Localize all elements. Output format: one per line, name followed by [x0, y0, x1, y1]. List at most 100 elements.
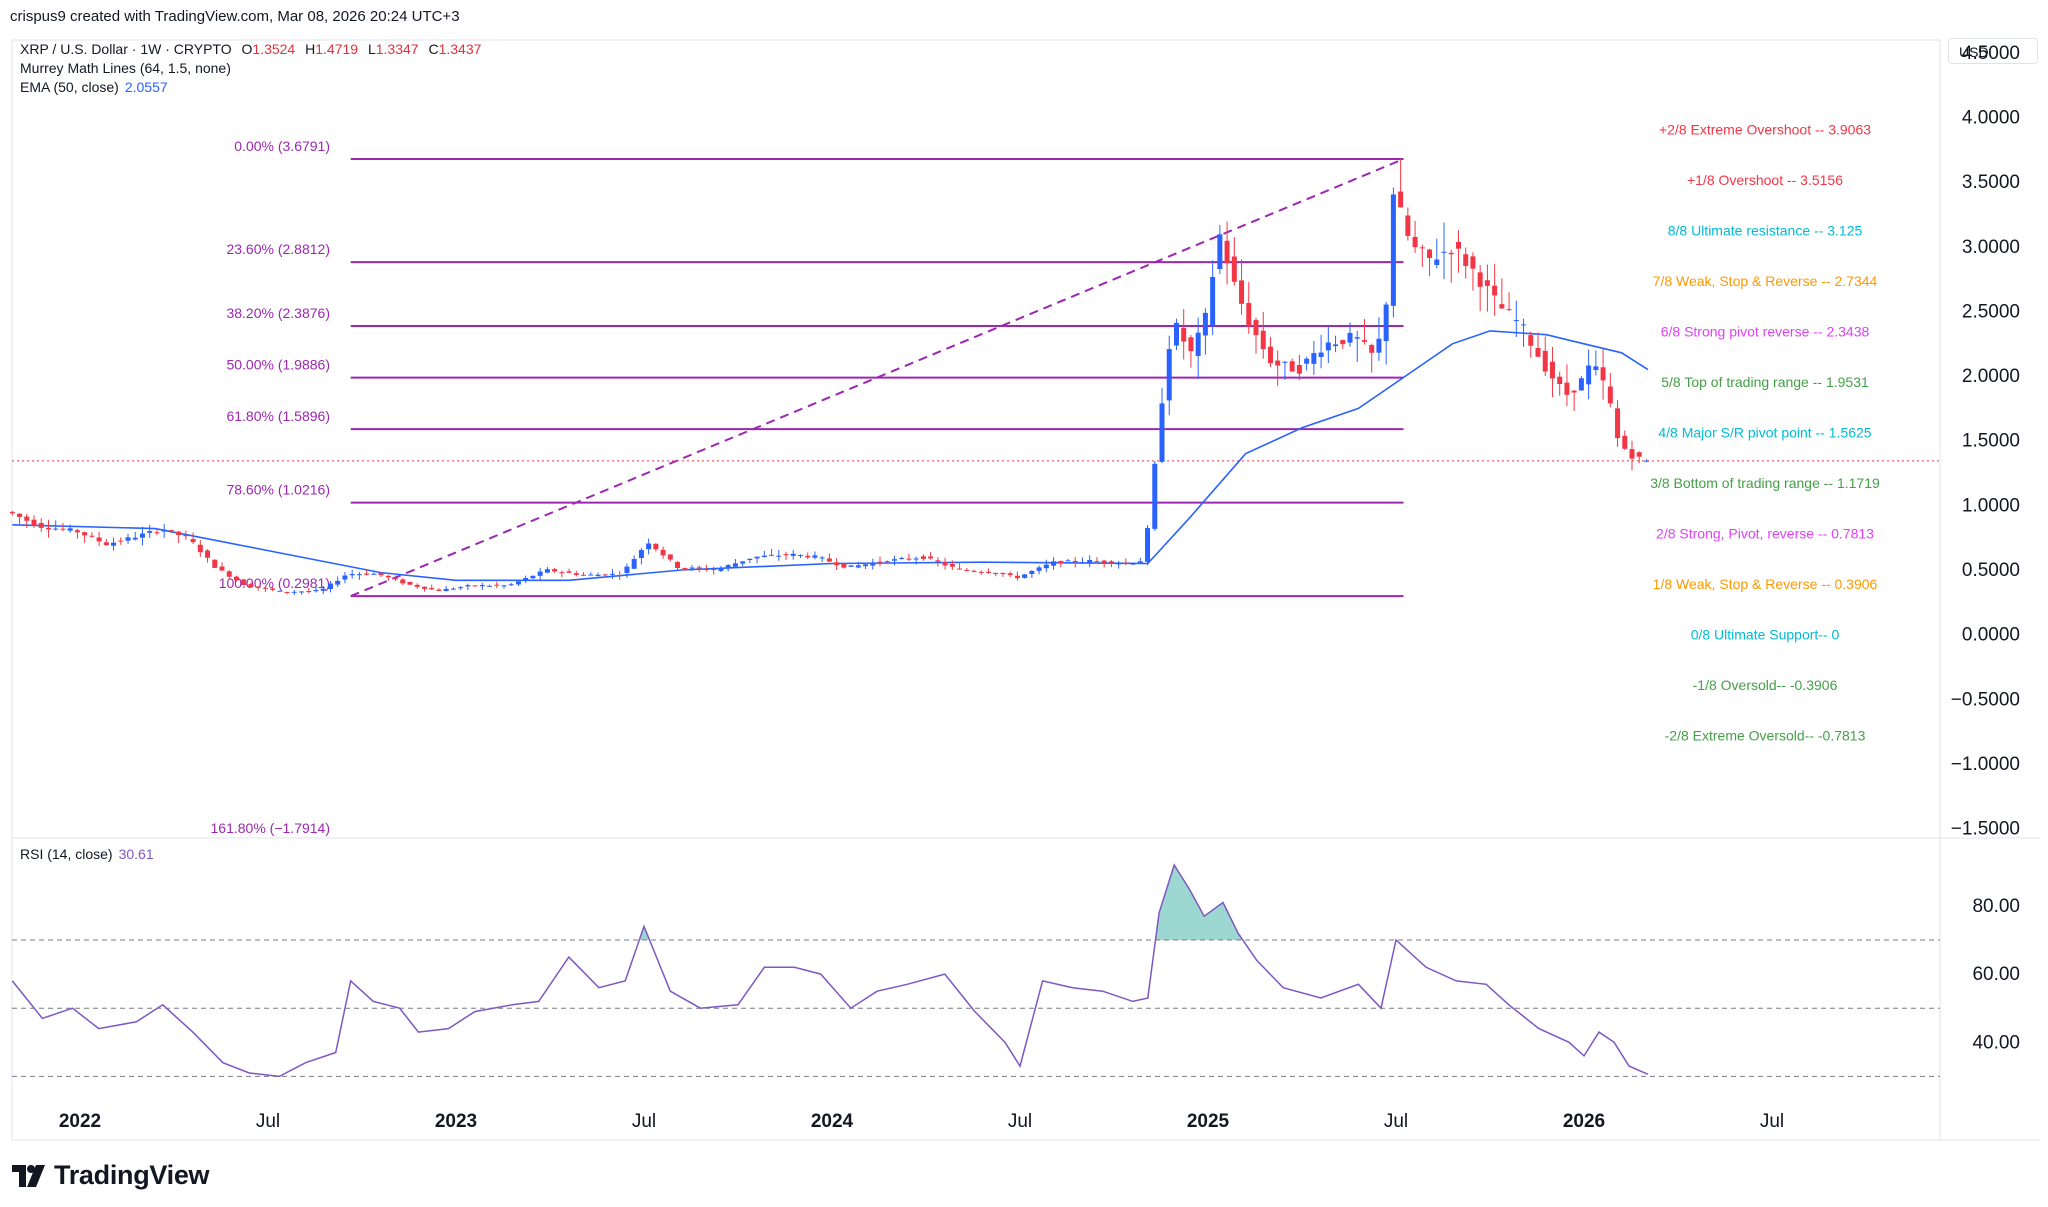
candle-up — [732, 563, 738, 567]
candle-down — [89, 535, 95, 537]
candle-up — [1065, 560, 1071, 562]
candle-down — [826, 558, 832, 562]
candle-down — [696, 567, 702, 569]
candle-down — [617, 574, 623, 576]
chart-legend: XRP / U.S. Dollar · 1W · CRYPTO O1.3524 … — [20, 40, 481, 97]
candle-down — [993, 573, 999, 575]
candle-up — [327, 583, 333, 590]
candle-down — [1369, 344, 1375, 353]
candle-up — [891, 559, 897, 561]
candle-up — [1318, 352, 1324, 357]
candle-up — [544, 569, 550, 573]
candle-down — [255, 586, 261, 588]
murrey-line-label: 4/8 Major S/R pivot point -- 1.5625 — [1658, 425, 1871, 441]
candle-up — [132, 537, 138, 540]
candle-down — [1072, 560, 1078, 563]
candle-down — [378, 572, 384, 576]
candle-down — [1636, 452, 1642, 457]
candle-up — [1051, 561, 1057, 566]
ema-indicator-row[interactable]: EMA (50, close) 2.0557 — [20, 78, 481, 97]
candle-down — [421, 586, 427, 589]
candle-down — [74, 530, 80, 533]
candle-up — [465, 585, 471, 587]
candle-down — [769, 554, 775, 556]
candle-down — [82, 532, 88, 536]
murrey-line-label: -1/8 Oversold-- -0.3906 — [1693, 677, 1838, 693]
murrey-line-label: 2/8 Strong, Pivot, reverse -- 0.7813 — [1656, 526, 1874, 542]
candle-up — [1311, 353, 1317, 364]
chart-canvas[interactable]: 4.5000 4.0000 3.5000 3.0000 2.5000 2.0000 1.50… — [0, 0, 2048, 1150]
price-tick-label: 4.0000 — [1962, 108, 2020, 129]
candle-up — [1087, 559, 1093, 563]
candle-up — [443, 588, 449, 592]
candle-up — [1434, 259, 1440, 265]
candle-down — [942, 562, 948, 566]
symbol-row[interactable]: XRP / U.S. Dollar · 1W · CRYPTO O1.3524 … — [20, 40, 481, 59]
candle-down — [1499, 304, 1505, 309]
price-tick-label: 2.0000 — [1962, 366, 2020, 387]
candle-up — [870, 562, 876, 566]
candle-down — [581, 574, 587, 576]
candle-down — [226, 571, 232, 577]
candle-up — [523, 577, 529, 581]
candle-down — [1181, 327, 1187, 342]
murrey-line-label: 0/8 Ultimate Support-- 0 — [1691, 627, 1840, 643]
chart-credit: crispus9 created with TradingView.com, M… — [10, 8, 460, 25]
candle-up — [1354, 337, 1360, 339]
candle-down — [248, 584, 254, 588]
candle-down — [1564, 382, 1570, 395]
candle-down — [1455, 241, 1461, 249]
symbol-name[interactable]: XRP / U.S. Dollar · 1W · CRYPTO — [20, 41, 232, 57]
murrey-line-label: +1/8 Overshoot -- 3.5156 — [1687, 172, 1843, 188]
candle-up — [609, 573, 615, 575]
ema-value: 2.0557 — [124, 79, 168, 95]
candle-up — [1079, 562, 1085, 564]
candle-down — [1123, 562, 1129, 564]
candle-down — [1557, 376, 1563, 385]
candle-down — [262, 587, 268, 589]
candle-up — [776, 555, 782, 557]
brand[interactable]: TradingView — [12, 1160, 210, 1191]
candle-up — [913, 558, 919, 560]
candle-up — [450, 588, 456, 590]
candle-up — [1325, 342, 1331, 351]
candle-down — [1398, 191, 1404, 208]
fib-level-label: 100.00% (0.2981) — [219, 575, 330, 591]
candle-up — [1137, 561, 1143, 563]
time-tick-label: Jul — [256, 1111, 280, 1132]
candle-down — [1419, 247, 1425, 249]
candle-down — [1000, 572, 1006, 575]
time-tick-label: 2023 — [435, 1111, 477, 1132]
candle-up — [848, 565, 854, 567]
candle-down — [602, 574, 608, 576]
murrey-indicator-label[interactable]: Murrey Math Lines (64, 1.5, none) — [20, 60, 231, 76]
candle-up — [335, 580, 341, 585]
candle-down — [805, 555, 811, 558]
candle-down — [183, 534, 189, 537]
time-tick-label: Jul — [1760, 1111, 1784, 1132]
candle-down — [1014, 575, 1020, 579]
rsi-legend[interactable]: RSI (14, close) 30.61 — [20, 846, 154, 862]
candle-down — [472, 585, 478, 587]
candle-down — [1275, 360, 1281, 366]
candle-down — [1239, 280, 1245, 304]
candle-down — [414, 584, 420, 587]
candle-down — [1253, 320, 1259, 336]
candle-up — [725, 565, 731, 568]
candle-up — [754, 556, 760, 559]
candle-down — [1607, 386, 1613, 404]
candle-down — [1224, 240, 1230, 264]
candle-down — [1477, 272, 1483, 287]
candle-up — [1022, 574, 1028, 578]
candle-up — [125, 537, 131, 541]
candle-down — [667, 554, 673, 560]
candle-up — [1643, 460, 1649, 462]
currency-button[interactable]: USD — [1948, 38, 2038, 64]
candle-down — [653, 543, 659, 550]
candle-down — [17, 513, 23, 517]
candle-down — [103, 542, 109, 546]
candle-down — [1427, 249, 1433, 258]
candle-down — [783, 554, 789, 556]
candle-up — [53, 528, 59, 530]
rsi-tick-label: 80.00 — [1972, 896, 2020, 917]
